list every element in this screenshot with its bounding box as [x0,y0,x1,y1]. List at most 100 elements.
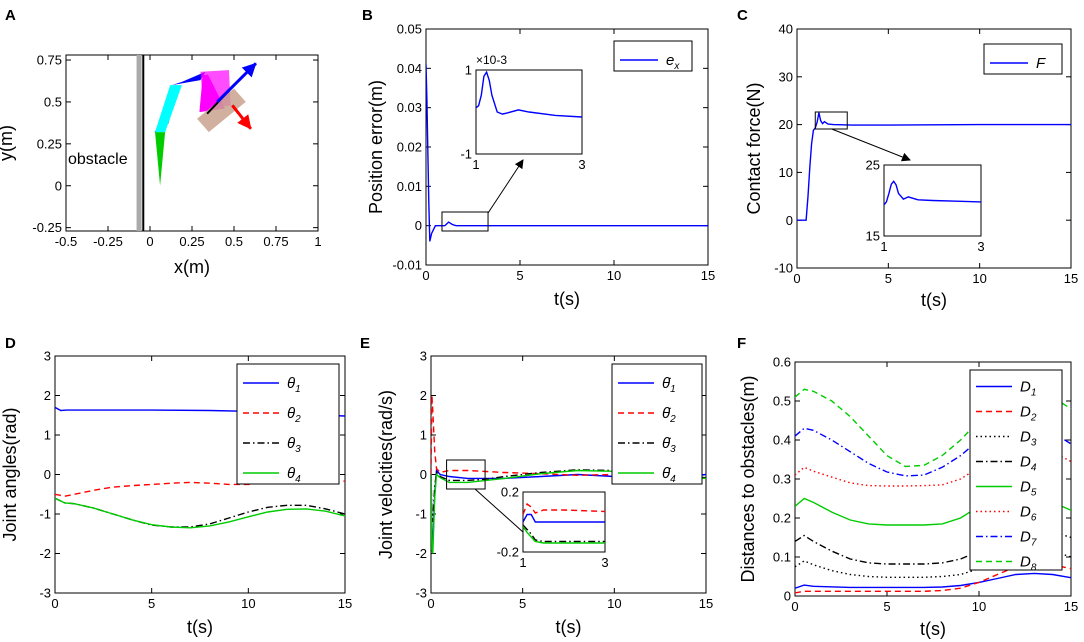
x-tick-label: 15 [338,596,352,611]
x-tick-label: 15 [701,268,715,283]
y-tick-label: -1 [415,507,427,522]
y-axis-label: Position error(m) [366,80,386,214]
x-tick-label: 0 [791,599,798,614]
y-tick-label: 0.04 [397,61,422,76]
series-line-F [797,112,1071,221]
y-axis-label: Contact force(N) [744,82,764,214]
x-tick-label: 0.25 [179,234,204,249]
link-3 [171,71,206,86]
x-tick-label: 10 [607,268,621,283]
x-tick-label: 10 [241,596,255,611]
legend-label: θ2 [287,405,301,425]
y-tick-label: 0 [415,218,422,233]
x-tick-label: 0.75 [263,234,288,249]
y-tick-label: 0.5 [44,94,62,109]
y-axis-label: y(m) [0,125,16,161]
x-axis-label: x(m) [174,257,210,277]
series-line-θ4 [55,497,345,529]
y-axis-label: Joint angles(rad) [0,407,20,541]
legend-label: D6 [1020,504,1037,524]
legend-box [983,43,1063,75]
series-line-θ̇4 [523,526,605,544]
y-tick-label: -1 [460,147,472,162]
y-tick-label: 0 [55,178,62,193]
x-tick-label: 15 [1064,599,1078,614]
y-tick-label: 0.5 [773,394,791,409]
legend-label: θ̇3 [662,435,676,455]
normal-arrow [216,62,257,103]
legend-label: D2 [1020,404,1037,424]
x-axis-label: t(s) [921,290,947,310]
series-line-D1 [795,572,1071,589]
zoom-box [814,111,848,130]
y-tick-label: 15 [866,229,880,244]
y-tick-label: -2 [39,546,51,561]
y-tick-label: -10 [774,261,793,276]
legend-box [613,40,693,72]
x-tick-label: 5 [883,599,890,614]
y-tick-label: -0.2 [497,545,519,560]
y-tick-label: 0.75 [37,53,62,68]
series-line-θ̇2 [431,395,706,480]
obstacle-wall [136,55,142,231]
legend-label: θ̇4 [662,465,676,485]
y-tick-label: 0.01 [397,179,422,194]
x-tick-label: 3 [578,157,585,172]
zoom-box [446,459,486,490]
plot-area [65,54,319,232]
x-tick-label: 10 [972,271,986,286]
link-1 [155,132,166,186]
x-axis-label: t(s) [556,617,582,637]
y-tick-label: 3 [420,349,427,364]
y-tick-label: 0.2 [501,485,519,500]
y-tick-label: 20 [779,117,793,132]
y-tick-label: 0 [420,467,427,482]
tangent-arrow [231,104,252,130]
y-tick-label: 0.25 [37,136,62,151]
y-tick-label: 10 [779,165,793,180]
y-tick-label: 0 [786,213,793,228]
series-line-D4 [795,528,1071,565]
y-tick-label: 0.05 [397,22,422,37]
y-tick-label: 0 [784,589,791,604]
series-line-D8 [795,388,1071,468]
obstacle-annotation: obstacle [68,151,128,168]
series-line-θ̇3 [523,524,605,543]
y-tick-label: -0.01 [392,258,422,273]
y-tick-label: -0.25 [32,220,62,235]
inset-multiplier: ×10-3 [476,53,507,67]
y-axis-label: Joint velocities(rad/s) [376,390,396,559]
y-tick-label: 0 [44,467,51,482]
y-tick-label: 25 [866,158,880,173]
panel-e: 0 5 10 15 -3 -2 -1 0 1 2 3 t(s) Joint velocities(rad… [360,335,713,637]
panel-label: E [360,335,370,352]
y-tick-label: -1 [39,507,51,522]
y-tick-label: 2 [44,388,51,403]
x-tick-label: 10 [972,599,986,614]
x-tick-label: 0 [793,271,800,286]
y-tick-label: 30 [779,69,793,84]
x-tick-label: 0 [51,596,58,611]
legend-label: D1 [1020,379,1036,399]
panel-a: -0.5 -0.25 0 0.25 0.5 0.75 1-0.2500.250.50.75x… [0,7,322,277]
zoom-arrow [831,128,911,162]
y-tick-label: -3 [39,586,51,601]
y-tick-label: -3 [415,586,427,601]
y-tick-label: 3 [44,349,51,364]
x-axis-label: t(s) [187,617,213,637]
legend-label: ex [666,52,680,72]
zoom-box [441,211,489,232]
series-line-θ̇2 [523,502,605,515]
panel-label: F [737,335,746,352]
x-tick-label: 5 [519,596,526,611]
y-tick-label: 0.03 [397,100,422,115]
y-tick-label: -2 [415,546,427,561]
x-axis-label: t(s) [554,289,580,309]
x-axis-label: t(s) [920,619,946,639]
legend-label: D4 [1020,454,1037,474]
legend-label: θ̇1 [662,375,676,395]
x-tick-label: -0.25 [93,234,123,249]
y-tick-label: 0.3 [773,472,791,487]
x-tick-label: 1 [314,234,321,249]
